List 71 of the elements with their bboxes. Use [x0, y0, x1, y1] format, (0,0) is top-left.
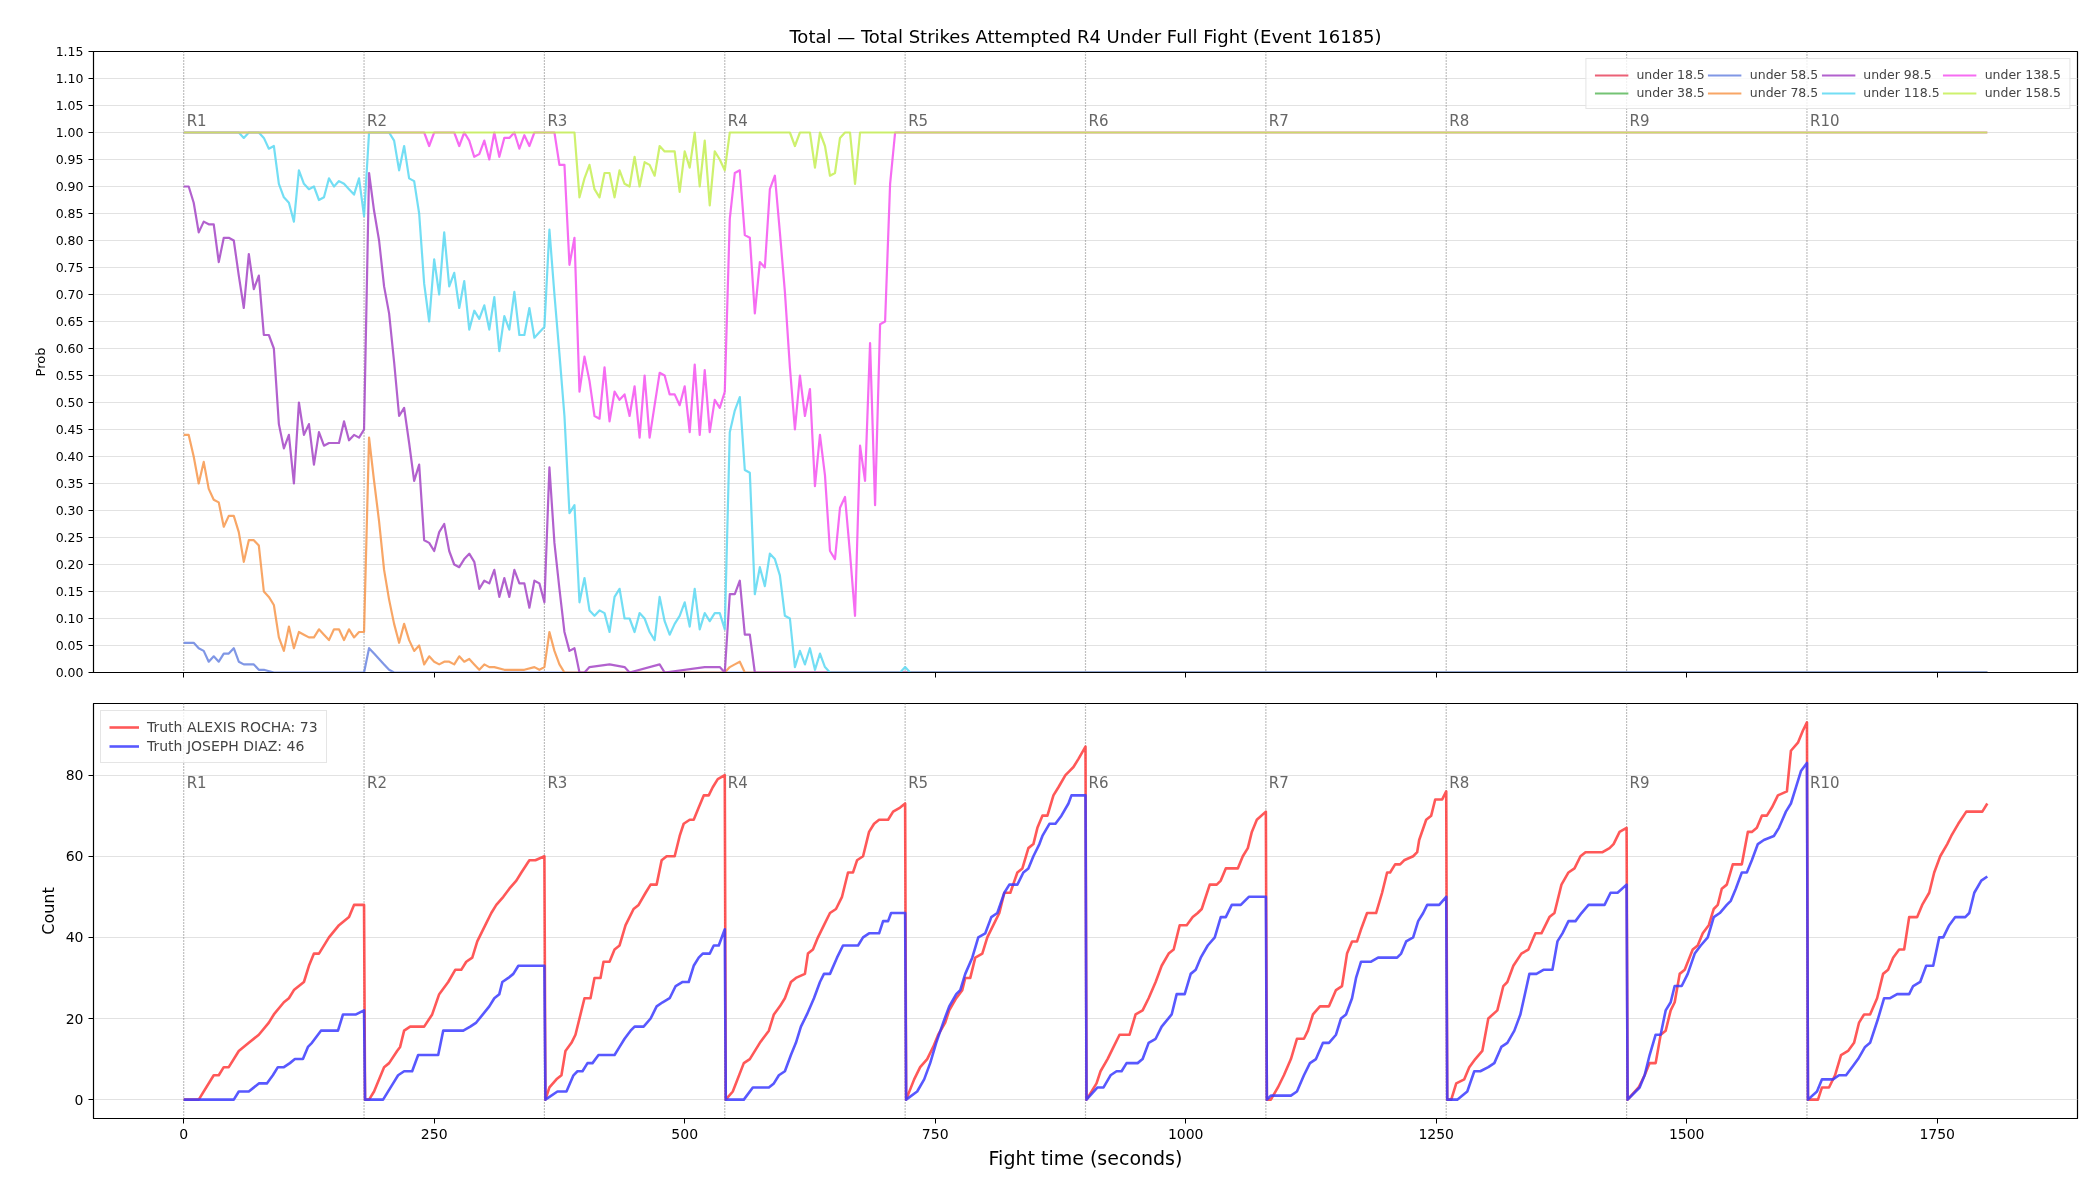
ref-line-label: R3 — [547, 111, 568, 130]
y-tick-label: 0.85 — [55, 206, 84, 221]
ref-line-label: R2 — [367, 774, 388, 793]
y-tick-label: 0.20 — [55, 557, 84, 572]
legend-label: under 78.5 — [1749, 85, 1819, 100]
ref-line-label: R9 — [1629, 111, 1650, 130]
y-tick-label: 1.10 — [55, 71, 84, 86]
ref-line-label: R1 — [186, 111, 207, 130]
legend-label: under 98.5 — [1863, 67, 1932, 82]
x-tick-label: 1500 — [1668, 1125, 1705, 1142]
ref-line-label: R8 — [1449, 774, 1470, 793]
y-tick-label: 0.75 — [55, 260, 84, 275]
x-tick-label: 1750 — [1919, 1125, 1956, 1142]
y-tick-label: 0.10 — [55, 611, 84, 626]
legend-label: under 18.5 — [1636, 67, 1705, 82]
y-tick-label: 0.80 — [55, 233, 84, 248]
ref-line-label: R3 — [547, 774, 568, 793]
y-tick-label: 80 — [65, 767, 84, 784]
ref-line-label: R7 — [1268, 111, 1289, 130]
y-axis-title: Count — [38, 887, 58, 935]
ref-line-label: R7 — [1268, 774, 1289, 793]
y-tick-label: 0.95 — [55, 152, 84, 167]
y-tick-label: 0.40 — [55, 449, 84, 464]
ref-line-label: R4 — [727, 774, 748, 793]
legend-label: under 38.5 — [1636, 85, 1705, 100]
legend-label: under 118.5 — [1863, 85, 1940, 100]
y-tick-label: 1.05 — [55, 98, 84, 113]
x-tick-label: 1000 — [1167, 1125, 1204, 1142]
y-axis-title: Prob — [32, 347, 48, 377]
ref-line-label: R5 — [908, 111, 929, 130]
ref-line-label: R10 — [1809, 774, 1840, 793]
y-tick-label: 0.55 — [55, 368, 84, 383]
legend-label: Truth JOSEPH DIAZ: 46 — [147, 738, 305, 754]
ref-line-label: R1 — [186, 774, 207, 793]
y-tick-label: 0 — [74, 1091, 84, 1108]
y-tick-label: 0.90 — [55, 179, 84, 194]
ref-line-label: R4 — [727, 111, 748, 130]
y-tick-label: 0.60 — [55, 341, 84, 356]
y-tick-label: 0.65 — [55, 314, 84, 329]
y-tick-label: 1.15 — [55, 44, 84, 59]
chart-title: Total — Total Strikes Attempted R4 Under Full Fight (Event 16185) — [788, 25, 1382, 47]
x-tick-label: 750 — [921, 1125, 949, 1142]
y-tick-label: 0.05 — [55, 638, 84, 653]
y-tick-label: 0.70 — [55, 287, 84, 302]
legend-label: Truth ALEXIS ROCHA: 73 — [147, 719, 318, 735]
y-tick-label: 60 — [65, 848, 84, 865]
legend-label: under 138.5 — [1984, 67, 2061, 82]
y-tick-label: 1.00 — [55, 125, 84, 140]
ref-line-label: R9 — [1629, 774, 1650, 793]
y-tick-label: 0.30 — [55, 503, 84, 518]
legend-label: under 158.5 — [1984, 85, 2061, 100]
y-tick-label: 40 — [65, 929, 84, 946]
ref-line-label: R5 — [908, 774, 929, 793]
y-tick-label: 0.15 — [55, 584, 84, 599]
y-tick-label: 0.50 — [55, 395, 84, 410]
y-tick-label: 0.25 — [55, 530, 84, 545]
ref-line-label: R6 — [1088, 111, 1109, 130]
ref-line-label: R6 — [1088, 774, 1109, 793]
legend-label: under 58.5 — [1749, 67, 1819, 82]
ref-line-label: R10 — [1809, 111, 1840, 130]
y-tick-label: 20 — [65, 1010, 84, 1027]
y-tick-label: 0.00 — [55, 665, 84, 680]
x-tick-label: 0 — [179, 1125, 189, 1142]
ref-line-label: R8 — [1449, 111, 1470, 130]
x-tick-label: 250 — [420, 1125, 448, 1142]
x-tick-label: 500 — [671, 1125, 699, 1142]
y-tick-label: 0.35 — [55, 476, 84, 491]
ref-line-label: R2 — [367, 111, 388, 130]
y-tick-label: 0.45 — [55, 422, 84, 437]
x-tick-label: 1250 — [1418, 1125, 1455, 1142]
x-axis-title: Fight time (seconds) — [988, 1146, 1183, 1169]
